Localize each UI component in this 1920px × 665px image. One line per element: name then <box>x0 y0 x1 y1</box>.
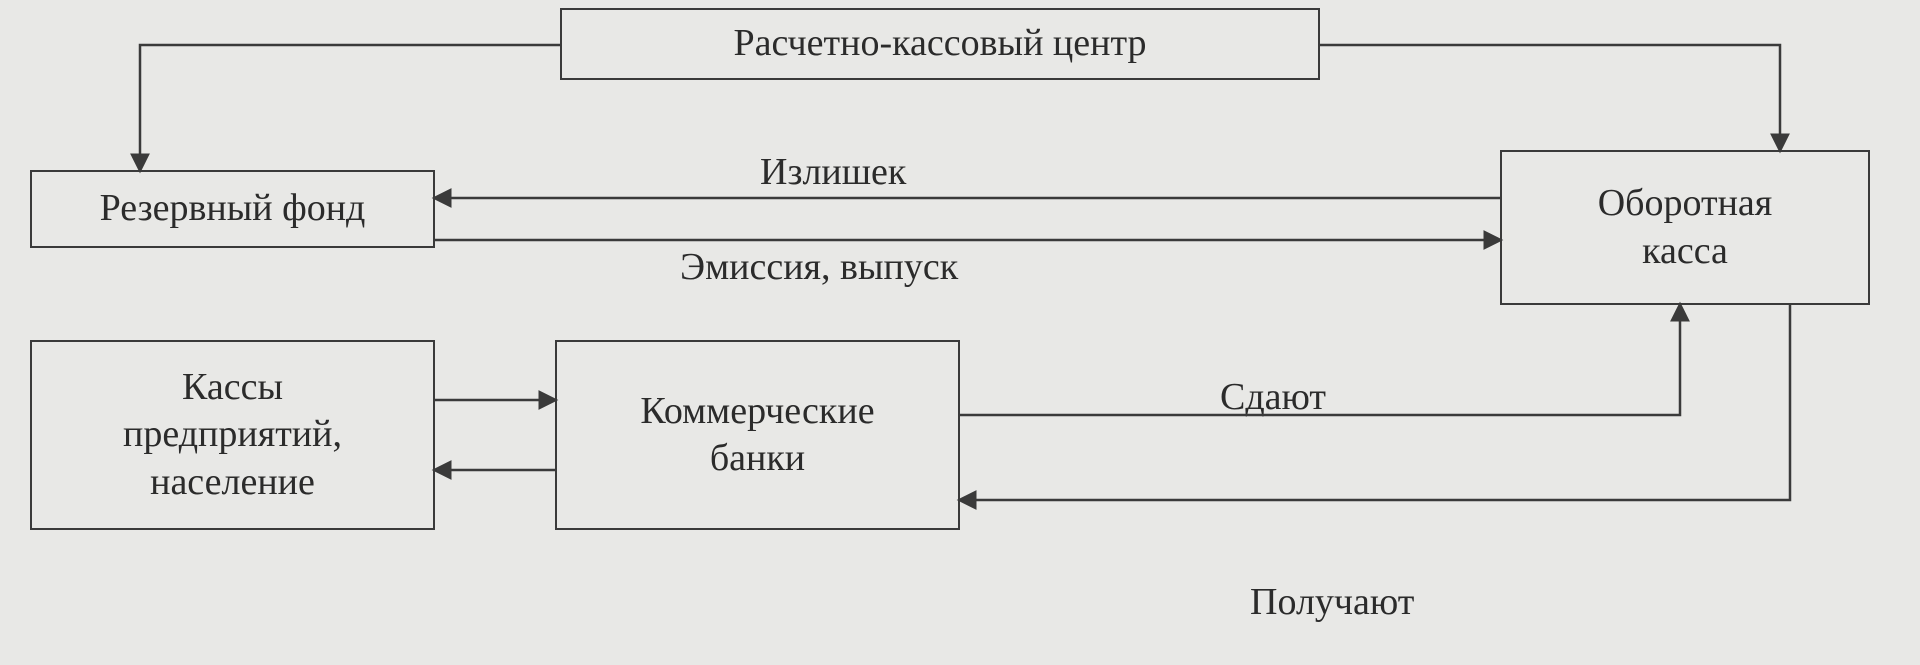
node-rkc: Расчетно-кассовый центр <box>560 8 1320 80</box>
node-banks-label: Коммерческие банки <box>640 388 874 483</box>
node-oborot-label: Оборотная касса <box>1598 180 1773 275</box>
edge-rkc-to-reserve <box>140 45 560 170</box>
node-reserve-label: Резервный фонд <box>100 185 366 233</box>
edges-layer <box>0 0 1920 665</box>
node-rkc-label: Расчетно-кассовый центр <box>733 20 1146 68</box>
node-kassy-label: Кассы предприятий, население <box>123 364 342 507</box>
label-surplus: Излишек <box>760 150 906 194</box>
node-kassy: Кассы предприятий, население <box>30 340 435 530</box>
node-oborot: Оборотная касса <box>1500 150 1870 305</box>
label-emission: Эмиссия, выпуск <box>680 245 958 289</box>
node-banks: Коммерческие банки <box>555 340 960 530</box>
edge-rkc-to-oborot <box>1320 45 1780 150</box>
edge-oborot-poluchayut <box>960 305 1790 500</box>
label-sdayut: Сдают <box>1220 375 1326 419</box>
label-poluchayut: Получают <box>1250 580 1414 624</box>
node-reserve: Резервный фонд <box>30 170 435 248</box>
